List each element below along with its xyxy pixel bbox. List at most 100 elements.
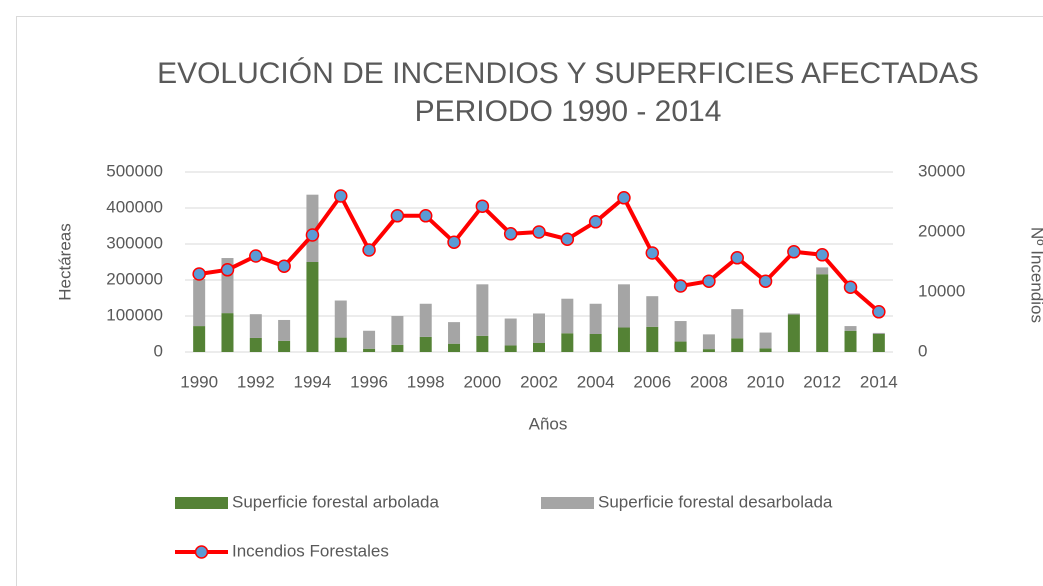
bar bbox=[448, 343, 461, 352]
bar bbox=[589, 334, 602, 352]
y-tick-label: 200000 bbox=[106, 269, 163, 288]
bar bbox=[476, 284, 489, 336]
x-tick-label: 2002 bbox=[520, 372, 558, 391]
bar bbox=[816, 274, 829, 352]
legend-marker bbox=[194, 545, 209, 559]
x-axis-label: Años bbox=[529, 414, 568, 433]
y2-tick-label: 0 bbox=[918, 341, 927, 360]
line-marker bbox=[787, 245, 801, 259]
x-tick-label: 2004 bbox=[577, 372, 615, 391]
bar bbox=[278, 319, 291, 341]
bar bbox=[731, 338, 744, 352]
x-tick-label: 2000 bbox=[463, 372, 501, 391]
bar bbox=[617, 284, 630, 328]
x-tick-label: 2014 bbox=[860, 372, 898, 391]
bar bbox=[306, 262, 319, 352]
line-marker bbox=[475, 199, 490, 213]
bar bbox=[759, 348, 772, 352]
line-marker bbox=[617, 191, 631, 205]
bar bbox=[221, 313, 234, 352]
bar bbox=[702, 349, 715, 352]
line-marker bbox=[730, 251, 744, 265]
bar bbox=[249, 314, 262, 338]
bar bbox=[419, 336, 432, 352]
bar bbox=[193, 278, 206, 327]
y-axis-label: Hectáreas bbox=[55, 223, 74, 300]
x-tick-label: 2012 bbox=[803, 372, 841, 391]
y2-axis-label: Nº Incendios bbox=[1028, 227, 1043, 323]
bar bbox=[872, 332, 885, 334]
bar bbox=[787, 313, 800, 315]
x-tick-label: 1990 bbox=[180, 372, 218, 391]
y-tick-label: 500000 bbox=[106, 161, 163, 180]
bar bbox=[334, 300, 347, 338]
bar bbox=[561, 333, 574, 352]
x-tick-label: 1996 bbox=[350, 372, 388, 391]
bar bbox=[787, 314, 800, 352]
bar bbox=[363, 348, 376, 352]
bar bbox=[334, 337, 347, 352]
x-tick-label: 2008 bbox=[690, 372, 728, 391]
y-tick-label: 300000 bbox=[106, 233, 163, 252]
legend-label: Superficie forestal desarbolada bbox=[598, 492, 833, 511]
bar bbox=[278, 340, 291, 352]
line-marker bbox=[334, 189, 348, 203]
line-marker bbox=[503, 227, 518, 241]
chart-border bbox=[16, 16, 1043, 586]
line-marker bbox=[815, 248, 829, 262]
x-tick-label: 1994 bbox=[294, 372, 332, 391]
line-marker bbox=[277, 259, 291, 273]
bar bbox=[731, 309, 744, 339]
chart-title: PERIODO 1990 - 2014 bbox=[415, 95, 722, 128]
bar bbox=[617, 327, 630, 352]
bar bbox=[249, 337, 262, 352]
y2-tick-label: 30000 bbox=[918, 161, 965, 180]
line-marker bbox=[532, 225, 546, 239]
line-marker bbox=[645, 246, 660, 260]
x-tick-label: 2010 bbox=[747, 372, 785, 391]
legend-swatch bbox=[541, 497, 594, 509]
line-marker bbox=[192, 267, 206, 281]
line-marker bbox=[588, 215, 603, 229]
legend-label: Incendios Forestales bbox=[232, 541, 389, 560]
bar bbox=[674, 321, 687, 342]
bar bbox=[419, 303, 432, 337]
bar bbox=[872, 334, 885, 352]
line-marker bbox=[362, 243, 376, 257]
bar bbox=[193, 326, 206, 352]
y2-tick-label: 10000 bbox=[918, 281, 965, 300]
x-tick-label: 2006 bbox=[633, 372, 671, 391]
bar bbox=[533, 313, 545, 343]
x-tick-label: 1998 bbox=[407, 372, 445, 391]
line-marker bbox=[560, 232, 575, 246]
y-tick-label: 0 bbox=[154, 341, 163, 360]
line-marker bbox=[220, 263, 235, 277]
chart-title: EVOLUCIÓN DE INCENDIOS Y SUPERFICIES AFE… bbox=[157, 57, 979, 90]
line-marker bbox=[305, 228, 320, 242]
bar bbox=[646, 296, 659, 327]
bar bbox=[702, 334, 715, 350]
bar bbox=[391, 344, 404, 352]
line-marker bbox=[872, 305, 886, 319]
line-marker bbox=[843, 280, 858, 294]
bar bbox=[646, 326, 659, 352]
y-tick-label: 100000 bbox=[106, 305, 163, 324]
bar bbox=[589, 303, 602, 334]
y2-tick-label: 20000 bbox=[918, 221, 965, 240]
line-marker bbox=[758, 274, 773, 288]
bar bbox=[391, 316, 404, 345]
bar bbox=[363, 330, 376, 349]
line-marker bbox=[249, 249, 263, 263]
bar bbox=[504, 318, 517, 346]
bar bbox=[448, 322, 461, 344]
bar bbox=[674, 341, 687, 352]
line-marker bbox=[447, 235, 461, 249]
bar bbox=[476, 335, 489, 352]
line-marker bbox=[390, 209, 405, 223]
bar bbox=[533, 343, 545, 352]
bar bbox=[844, 330, 857, 352]
bar bbox=[816, 267, 829, 275]
legend-label: Superficie forestal arbolada bbox=[232, 492, 440, 511]
